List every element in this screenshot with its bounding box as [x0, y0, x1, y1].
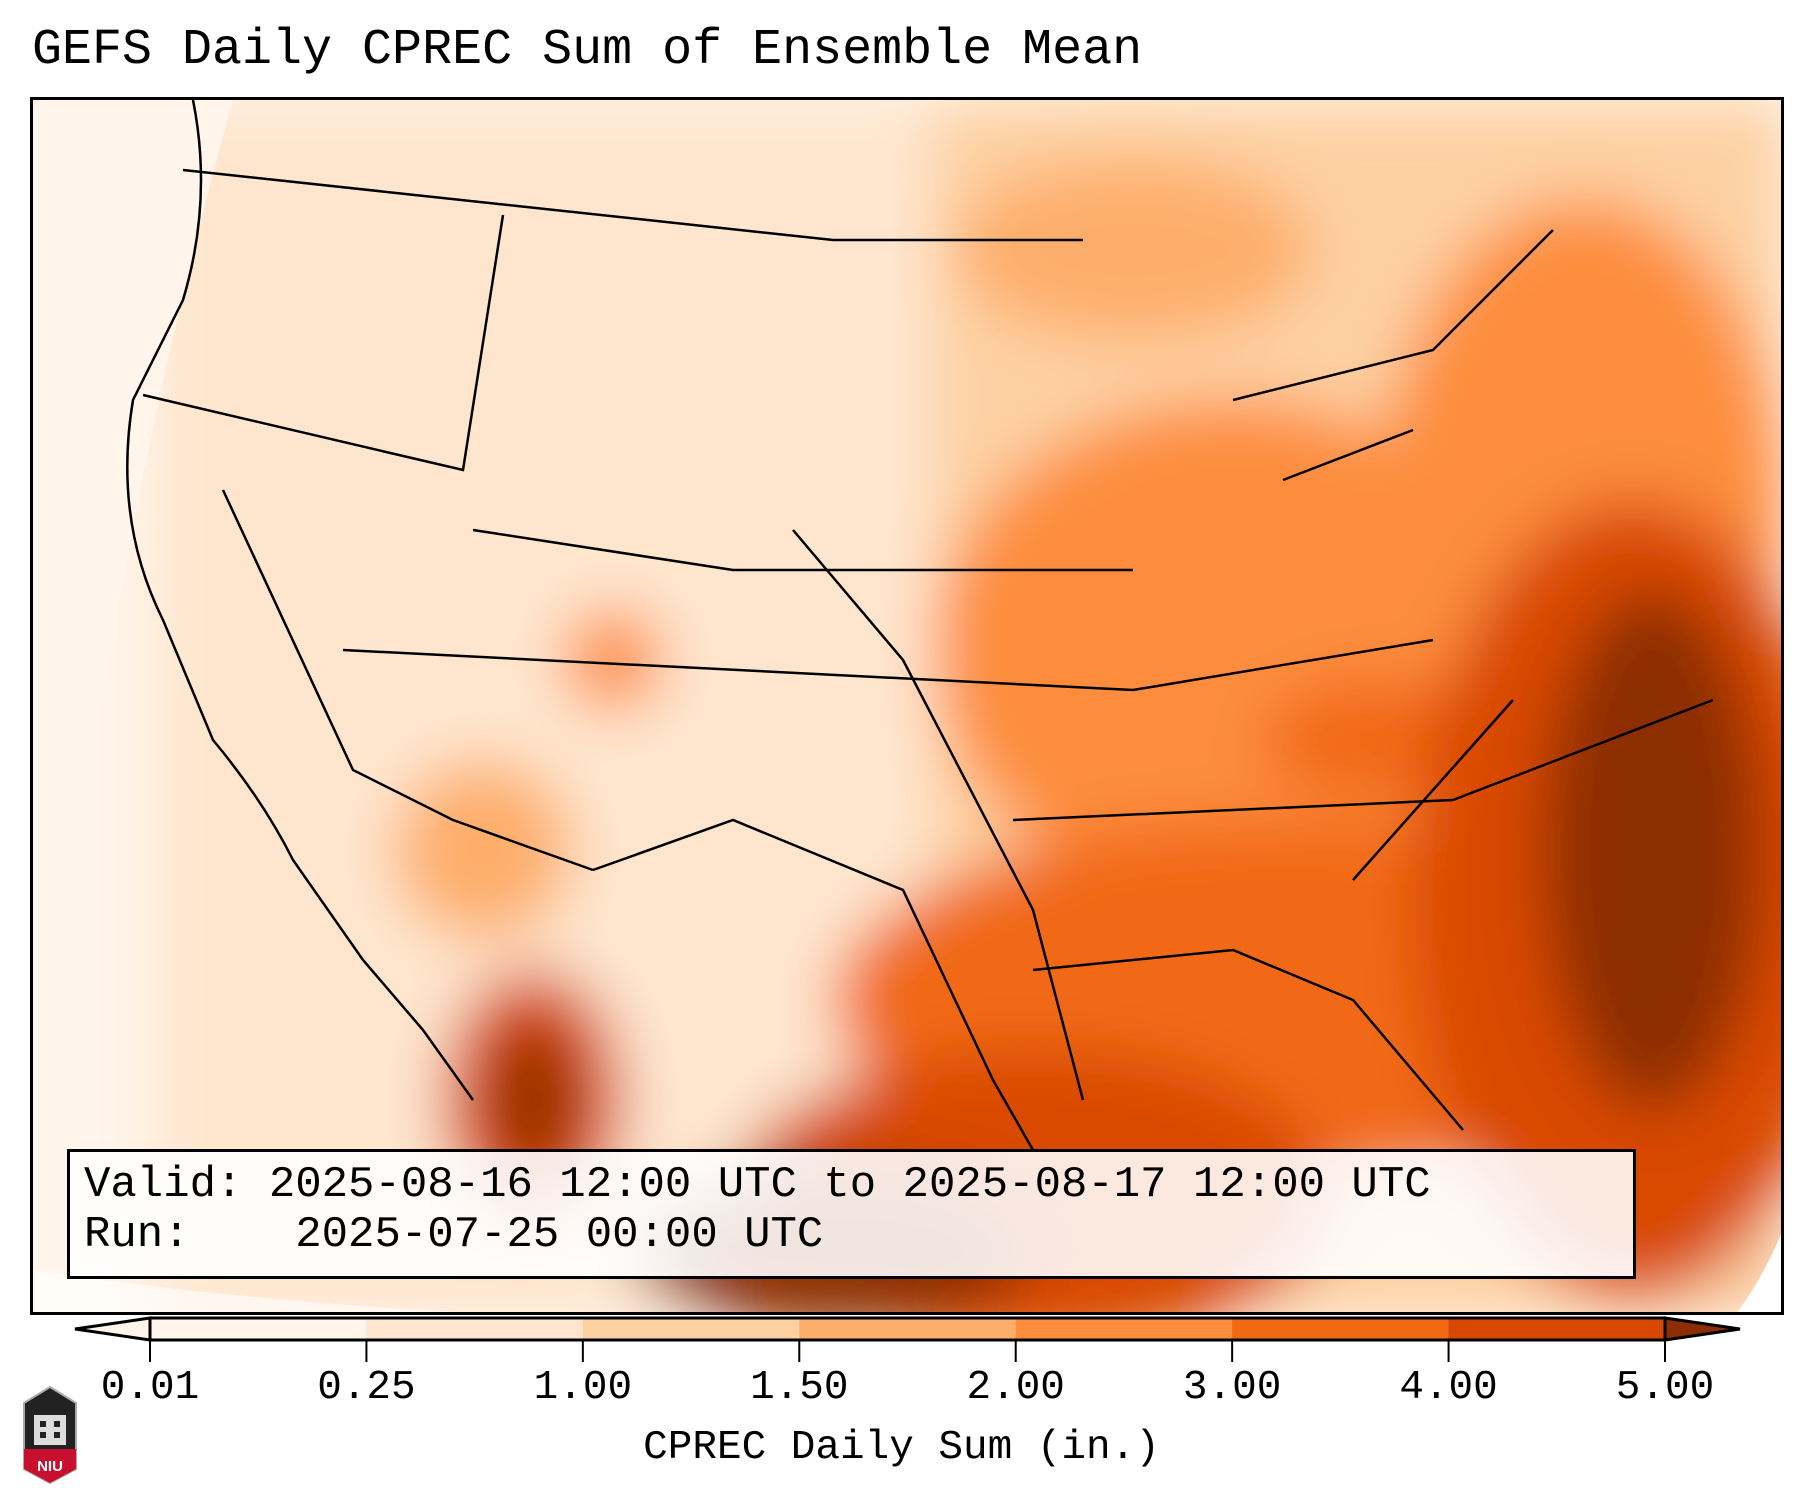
valid-label: Valid:	[84, 1160, 243, 1210]
colorbar-tick-label: 1.50	[750, 1365, 849, 1411]
colorbar-label: CPREC Daily Sum (in.)	[643, 1425, 1160, 1471]
colorbar-tick-label: 2.00	[966, 1365, 1065, 1411]
run-label: Run:	[84, 1210, 190, 1260]
logo-text: NIU	[37, 1458, 63, 1475]
map-title: GEFS Daily CPREC Sum of Ensemble Mean	[32, 22, 1143, 79]
colorbar-tick-label: 1.00	[533, 1365, 633, 1411]
colorbar-segment	[366, 1318, 584, 1340]
colorbar	[74, 1316, 1741, 1362]
colorbar-segment	[799, 1318, 1017, 1340]
colorbar-outline	[148, 1316, 1667, 1342]
colorbar-tick-label: 4.00	[1399, 1365, 1498, 1411]
colorbar-tick-label: 5.00	[1615, 1365, 1715, 1411]
colorbar-segment	[1015, 1318, 1233, 1340]
colorbar-segment	[150, 1318, 367, 1340]
run-time: 2025-07-25 00:00 UTC	[295, 1210, 824, 1260]
precip-field	[33, 100, 1781, 1312]
valid-range: 2025-08-16 12:00 UTC to 2025-08-17 12:00…	[268, 1160, 1431, 1210]
colorbar-segment	[1232, 1318, 1450, 1340]
colorbar-extend-min	[74, 1316, 152, 1342]
colorbar-tick-label: 0.25	[317, 1365, 416, 1411]
niu-logo: NIU	[23, 1385, 77, 1485]
colorbar-tick-label: 3.00	[1182, 1365, 1282, 1411]
precip-map	[30, 97, 1784, 1315]
colorbar-extend-max	[1663, 1316, 1741, 1342]
state-boundaries	[126, 100, 1714, 1151]
colorbar-segment	[1448, 1318, 1666, 1340]
colorbar-segment	[582, 1318, 800, 1340]
info-box: Valid: 2025-08-16 12:00 UTC to 2025-08-1…	[67, 1149, 1636, 1279]
colorbar-tick-label: 0.01	[100, 1365, 200, 1411]
